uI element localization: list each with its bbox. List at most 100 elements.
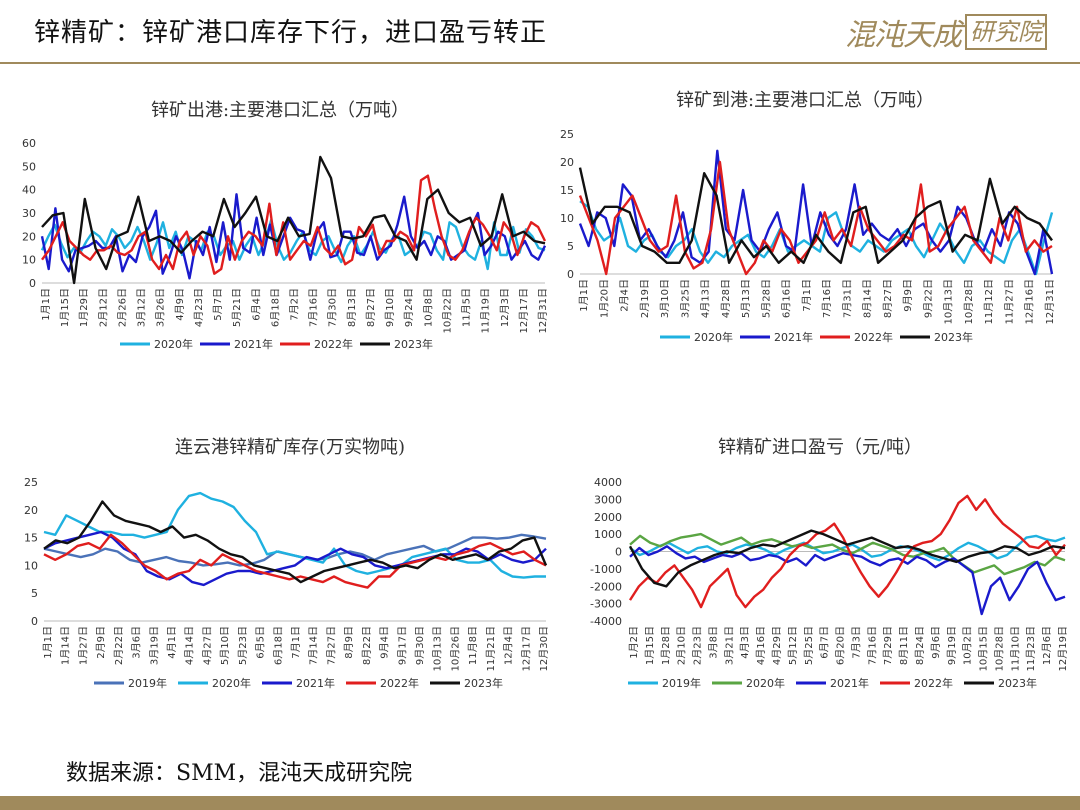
chart1-xtick-label: 10月22日 bbox=[441, 288, 453, 333]
chart4-ytick-label: 0 bbox=[615, 546, 622, 559]
chart4-xtick-label: 12月6日 bbox=[1041, 626, 1053, 665]
chart2-series-2022年 bbox=[578, 160, 1053, 276]
chart3-xtick-label: 11月21日 bbox=[485, 626, 497, 671]
chart3-xtick-label: 9月17日 bbox=[396, 626, 408, 665]
chart1-xtick-label: 2月12日 bbox=[97, 288, 109, 327]
chart4-xtick-label: 10月28日 bbox=[993, 626, 1005, 671]
chart4-legend-label: 2019年 bbox=[662, 676, 701, 690]
chart1-ytick-label: 40 bbox=[22, 184, 36, 197]
chart1-xtick-label: 7月30日 bbox=[327, 288, 339, 327]
chart1-legend-label: 2020年 bbox=[154, 337, 193, 351]
chart4-ytick-label: -4000 bbox=[590, 615, 622, 628]
logo-name: 混沌天成 bbox=[845, 18, 962, 53]
chart1-title: 锌矿出港:主要港口汇总（万吨） bbox=[151, 100, 409, 121]
chart1-series-2022年 bbox=[41, 174, 547, 275]
chart2-xtick-label: 3月10日 bbox=[659, 279, 671, 318]
chart2-xtick-label: 6月16日 bbox=[781, 279, 793, 318]
chart3-legend-label: 2020年 bbox=[212, 676, 251, 690]
chart3-xtick-label: 1月14日 bbox=[60, 626, 72, 665]
chart2-xtick-label: 3月25日 bbox=[679, 279, 691, 318]
chart3-legend-label: 2019年 bbox=[128, 676, 167, 690]
page-title: 锌精矿：锌矿港口库存下行，进口盈亏转正 bbox=[34, 18, 548, 48]
chart1-xtick-label: 6月18日 bbox=[269, 288, 281, 327]
logo-box: 研究院 bbox=[965, 14, 1047, 50]
chart1-ytick-label: 30 bbox=[22, 207, 36, 220]
chart4-xtick-label: 1月2日 bbox=[628, 626, 640, 659]
chart1-xtick-label: 7月2日 bbox=[289, 288, 301, 321]
chart2-xtick-label: 8月27日 bbox=[882, 279, 894, 318]
chart4-xtick-label: 8月24日 bbox=[914, 626, 926, 665]
chart2-xtick-label: 1月1日 bbox=[578, 279, 590, 312]
chart4-xtick-label: 8月11日 bbox=[898, 626, 910, 665]
chart2-xtick-label: 5月13日 bbox=[740, 279, 752, 318]
chart4-series-2022年 bbox=[628, 494, 1066, 609]
chart3-xtick-label: 4月27日 bbox=[201, 626, 213, 665]
chart3-xtick-label: 1月1日 bbox=[42, 626, 54, 659]
chart2-xtick-label: 7月16日 bbox=[821, 279, 833, 318]
chart2-xtick-label: 12月16日 bbox=[1024, 279, 1036, 324]
chart3-xtick-label: 6月5日 bbox=[255, 626, 267, 659]
chart2-xtick-label: 11月27日 bbox=[1003, 279, 1015, 324]
chart1-xtick-label: 2月26日 bbox=[116, 288, 128, 327]
chart4-xtick-label: 10月15日 bbox=[978, 626, 990, 671]
chart2-xtick-label: 10月13日 bbox=[943, 279, 955, 324]
chart3-xtick-label: 8月22日 bbox=[361, 626, 373, 665]
chart4-ytick-label: -1000 bbox=[590, 563, 622, 576]
chart3-ytick-label: 10 bbox=[24, 559, 38, 572]
chart1-series-2023年 bbox=[41, 155, 546, 285]
chart2-xtick-label: 4月13日 bbox=[700, 279, 712, 318]
chart3-xtick-label: 7月1日 bbox=[290, 626, 302, 659]
chart2-series-2023年 bbox=[578, 167, 1053, 265]
chart4-xtick-label: 10月2日 bbox=[962, 626, 974, 665]
chart4-xtick-label: 7月3日 bbox=[850, 626, 862, 659]
chart3-legend-label: 2023年 bbox=[464, 676, 503, 690]
chart4-series-2020年 bbox=[629, 532, 1066, 576]
chart2-ytick-label: 10 bbox=[560, 212, 574, 225]
chart2-xtick-label: 7月31日 bbox=[841, 279, 853, 318]
chart1-xtick-label: 12月31日 bbox=[537, 288, 549, 333]
chart1-xtick-label: 4月23日 bbox=[193, 288, 205, 327]
chart1-legend-label: 2022年 bbox=[314, 337, 353, 351]
chart4-xtick-label: 7月16日 bbox=[866, 626, 878, 665]
chart1-legend-label: 2023年 bbox=[394, 337, 433, 351]
chart3-xtick-label: 12月30日 bbox=[538, 626, 550, 671]
chart1-series-2020年 bbox=[40, 218, 546, 271]
header-rule bbox=[0, 62, 1080, 64]
chart1-xtick-label: 4月9日 bbox=[174, 288, 186, 321]
chart1-xtick-label: 3月26日 bbox=[155, 288, 167, 327]
chart4-xtick-label: 6月20日 bbox=[835, 626, 847, 665]
chart3-xtick-label: 4月1日 bbox=[166, 626, 178, 659]
chart1-xtick-label: 8月13日 bbox=[346, 288, 358, 327]
brand-logo: 混沌天成 研究院 bbox=[845, 12, 1047, 53]
chart3-xtick-label: 9月30日 bbox=[414, 626, 426, 665]
chart3-xtick-label: 2月22日 bbox=[113, 626, 125, 665]
chart3-xtick-label: 3月6日 bbox=[131, 626, 143, 659]
chart4-xtick-label: 4月3日 bbox=[739, 626, 751, 659]
chart1-ytick-label: 20 bbox=[22, 230, 36, 243]
chart2-series-2021年 bbox=[578, 149, 1054, 276]
chart1-xtick-label: 1月1日 bbox=[40, 288, 52, 321]
chart2-xtick-label: 9月9日 bbox=[902, 279, 914, 312]
chart4-xtick-label: 4月16日 bbox=[755, 626, 767, 665]
chart4-xtick-label: 4月29日 bbox=[771, 626, 783, 665]
chart2-ytick-label: 25 bbox=[560, 128, 574, 141]
chart1-xtick-label: 8月27日 bbox=[365, 288, 377, 327]
chart1-xtick-label: 1月29日 bbox=[78, 288, 90, 327]
chart2-xtick-label: 11月12日 bbox=[983, 279, 995, 324]
chart2-legend-label: 2021年 bbox=[774, 330, 813, 344]
chart4-xtick-label: 12月19日 bbox=[1057, 626, 1069, 671]
chart4-xtick-label: 5月12日 bbox=[787, 626, 799, 665]
chart1-xtick-label: 6月4日 bbox=[250, 288, 262, 321]
chart2-xtick-label: 12月31日 bbox=[1044, 279, 1056, 324]
chart4-ytick-label: 4000 bbox=[594, 476, 622, 489]
chart4-xtick-label: 1月28日 bbox=[660, 626, 672, 665]
chart3-xtick-label: 10月13日 bbox=[432, 626, 444, 671]
chart1-ytick-label: 10 bbox=[22, 254, 36, 267]
chart1-xtick-label: 5月7日 bbox=[212, 288, 224, 321]
chart3-series-2021年 bbox=[43, 530, 547, 587]
chart4-xtick-label: 7月29日 bbox=[882, 626, 894, 665]
chart4-legend-label: 2020年 bbox=[746, 676, 785, 690]
chart3-legend-label: 2022年 bbox=[380, 676, 419, 690]
chart1-xtick-label: 12月3日 bbox=[499, 288, 511, 327]
chart4-ytick-label: 1000 bbox=[594, 528, 622, 541]
